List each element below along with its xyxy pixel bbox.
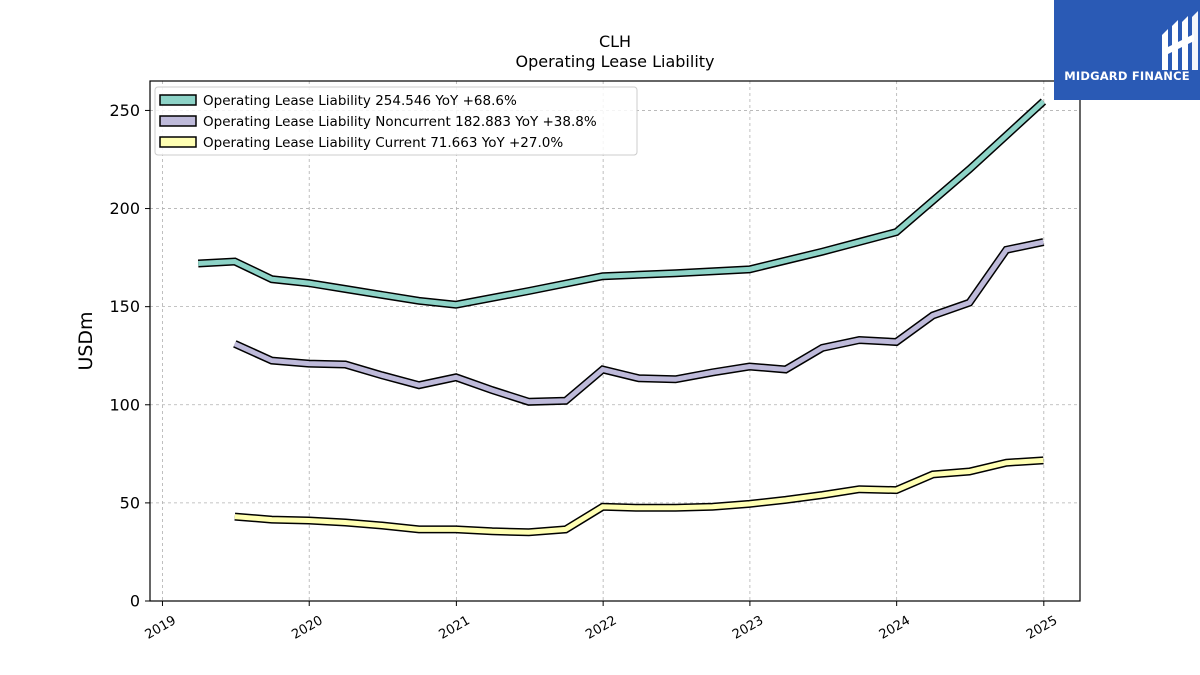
legend-label-2: Operating Lease Liability Noncurrent 182… [203, 114, 597, 130]
legend: Operating Lease Liability 254.546 YoY +6… [154, 86, 638, 156]
legend-swatch-1 [159, 94, 197, 106]
legend-swatch-3 [159, 136, 197, 148]
y-tick-label: 150 [109, 297, 140, 316]
chart-title: CLH [599, 32, 631, 51]
y-tick-label: 100 [109, 395, 140, 414]
x-tick-label: 2023 [730, 613, 766, 643]
x-tick-label: 2020 [289, 613, 325, 643]
legend-box [154, 86, 638, 156]
x-tick-label: 2021 [437, 613, 473, 643]
plot-frame [149, 80, 1081, 602]
series-line-2 [233, 239, 1044, 405]
brand-logo: MIDGARD FINANCE [1054, 0, 1200, 100]
y-axis-ticks: 0 50 100 150 200 250 [109, 101, 150, 611]
legend-swatch-2 [159, 115, 197, 127]
series-line-1 [198, 99, 1046, 308]
series-line-3 [234, 457, 1044, 535]
x-tick-label: 2025 [1024, 613, 1060, 643]
x-tick-label: 2019 [143, 613, 179, 643]
y-tick-label: 200 [109, 199, 140, 218]
y-axis-label: USDm [75, 311, 97, 370]
midgard-logo-icon [1162, 11, 1198, 70]
y-tick-label: 0 [130, 592, 140, 611]
series-lines [197, 98, 1047, 537]
chart-subtitle: Operating Lease Liability [515, 52, 714, 71]
x-tick-label: 2022 [583, 613, 619, 643]
y-tick-label: 250 [109, 101, 140, 120]
x-tick-label: 2024 [877, 613, 913, 643]
x-axis-ticks: 2019 2020 2021 2022 2023 2024 2025 [143, 601, 1060, 643]
legend-label-1: Operating Lease Liability 254.546 YoY +6… [203, 93, 517, 109]
legend-label-3: Operating Lease Liability Current 71.663… [203, 135, 563, 151]
y-tick-label: 50 [120, 493, 140, 512]
brand-name: MIDGARD FINANCE [1064, 69, 1190, 83]
